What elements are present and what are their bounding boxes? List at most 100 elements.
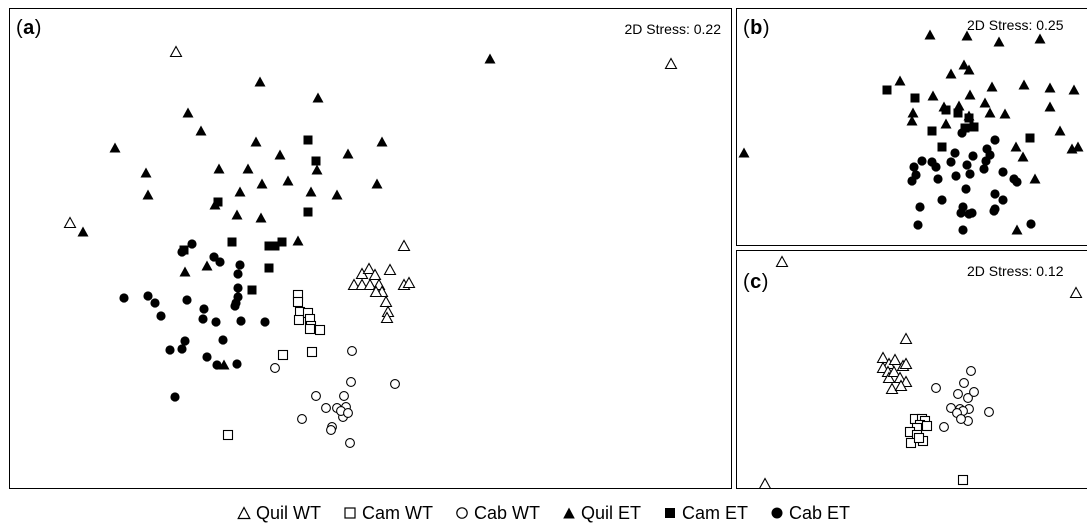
point-cab-et xyxy=(957,128,967,138)
point-cam-et xyxy=(264,241,274,251)
point-quil-et xyxy=(231,209,243,220)
panel-c-letter: c xyxy=(750,271,762,293)
point-cab-et xyxy=(156,311,166,321)
triangle-filled-icon xyxy=(563,507,575,519)
point-quil-et xyxy=(305,186,317,197)
point-cab-wt xyxy=(321,403,331,413)
point-quil-et xyxy=(1018,79,1030,90)
point-quil-et xyxy=(958,59,970,70)
point-quil-et xyxy=(195,125,207,136)
point-cab-et xyxy=(950,148,960,158)
point-quil-et xyxy=(256,178,268,189)
point-quil-wt xyxy=(1069,286,1083,299)
legend-label: Cam ET xyxy=(681,502,748,523)
point-quil-wt xyxy=(775,255,789,268)
point-cab-et xyxy=(946,157,956,167)
point-quil-et xyxy=(1044,82,1056,93)
point-cam-et xyxy=(964,113,974,123)
legend-label: Cab ET xyxy=(789,502,851,523)
point-cab-wt xyxy=(959,378,969,388)
point-cam-et xyxy=(227,237,237,247)
point-quil-et xyxy=(142,189,154,200)
point-cab-et xyxy=(998,167,1008,177)
point-cab-et xyxy=(956,208,966,218)
legend-item-cab-wt: Cab WT xyxy=(455,503,540,524)
point-cab-wt xyxy=(346,377,356,387)
point-quil-wt xyxy=(368,268,382,281)
point-cam-et xyxy=(213,197,223,207)
legend-label: Quil WT xyxy=(255,502,321,523)
point-quil-et xyxy=(906,115,918,126)
point-cam-wt xyxy=(913,432,925,444)
point-cab-et xyxy=(979,164,989,174)
point-cam-wt xyxy=(304,323,316,335)
legend-item-quil-et: Quil ET xyxy=(562,503,641,524)
point-quil-et xyxy=(979,97,991,108)
point-quil-et xyxy=(1029,173,1041,184)
point-quil-et xyxy=(1054,125,1066,136)
panel-a-stress: 2D Stress: 0.22 xyxy=(624,21,722,37)
legend-item-cam-wt: Cam WT xyxy=(343,503,433,524)
point-quil-et xyxy=(1011,224,1023,235)
point-cab-et xyxy=(1009,174,1019,184)
point-quil-et xyxy=(331,189,343,200)
point-cab-et xyxy=(1026,219,1036,229)
point-cab-et xyxy=(968,151,978,161)
point-quil-et xyxy=(999,108,1011,119)
legend-label: Cab WT xyxy=(473,502,540,523)
legend-label: Quil ET xyxy=(580,502,641,523)
point-quil-et xyxy=(961,30,973,41)
point-cab-et xyxy=(177,344,187,354)
point-quil-et xyxy=(242,163,254,174)
point-cab-et xyxy=(917,156,927,166)
point-cam-et xyxy=(270,241,280,251)
point-cam-et xyxy=(247,285,257,295)
point-cab-wt xyxy=(939,422,949,432)
point-cam-et xyxy=(927,126,937,136)
point-quil-wt xyxy=(894,379,908,392)
point-quil-wt xyxy=(363,278,377,291)
point-quil-wt xyxy=(379,295,393,308)
point-cab-et xyxy=(913,220,923,230)
point-cab-wt xyxy=(953,389,963,399)
point-cab-et xyxy=(180,336,190,346)
point-cab-et xyxy=(958,225,968,235)
point-quil-et xyxy=(140,167,152,178)
point-quil-et xyxy=(963,64,975,75)
point-quil-wt xyxy=(888,353,902,366)
point-cab-et xyxy=(985,150,995,160)
point-quil-et xyxy=(282,175,294,186)
point-quil-et xyxy=(927,90,939,101)
point-quil-wt xyxy=(347,278,361,291)
square-filled-icon xyxy=(664,508,675,518)
point-quil-et xyxy=(179,266,191,277)
point-quil-wt xyxy=(355,278,369,291)
point-cam-et xyxy=(953,108,963,118)
legend-label: Cam WT xyxy=(361,502,433,523)
point-quil-et xyxy=(984,107,996,118)
panel-a-label: (a) xyxy=(16,17,42,39)
panel-b-letter: b xyxy=(750,17,763,39)
point-cab-et xyxy=(119,293,129,303)
point-cab-wt xyxy=(969,387,979,397)
point-cab-wt xyxy=(345,438,355,448)
panel-b-stress: 2D Stress: 0.25 xyxy=(967,17,1064,33)
point-quil-et xyxy=(484,53,496,64)
point-quil-et xyxy=(311,164,323,175)
point-cab-et xyxy=(915,202,925,212)
point-quil-wt xyxy=(882,371,896,384)
point-cab-et xyxy=(170,392,180,402)
point-quil-et xyxy=(255,212,267,223)
point-cab-et xyxy=(202,352,212,362)
point-cam-et xyxy=(277,237,287,247)
circle-open-icon xyxy=(456,507,468,519)
point-quil-et xyxy=(907,107,919,118)
point-cam-et xyxy=(311,156,321,166)
panel-a: (a) 2D Stress: 0.22 xyxy=(9,8,732,489)
point-cab-et xyxy=(260,317,270,327)
point-quil-et xyxy=(201,260,213,271)
point-cam-et xyxy=(264,263,274,273)
point-quil-wt xyxy=(362,262,376,275)
point-quil-et xyxy=(993,36,1005,47)
point-cam-wt xyxy=(921,420,933,432)
